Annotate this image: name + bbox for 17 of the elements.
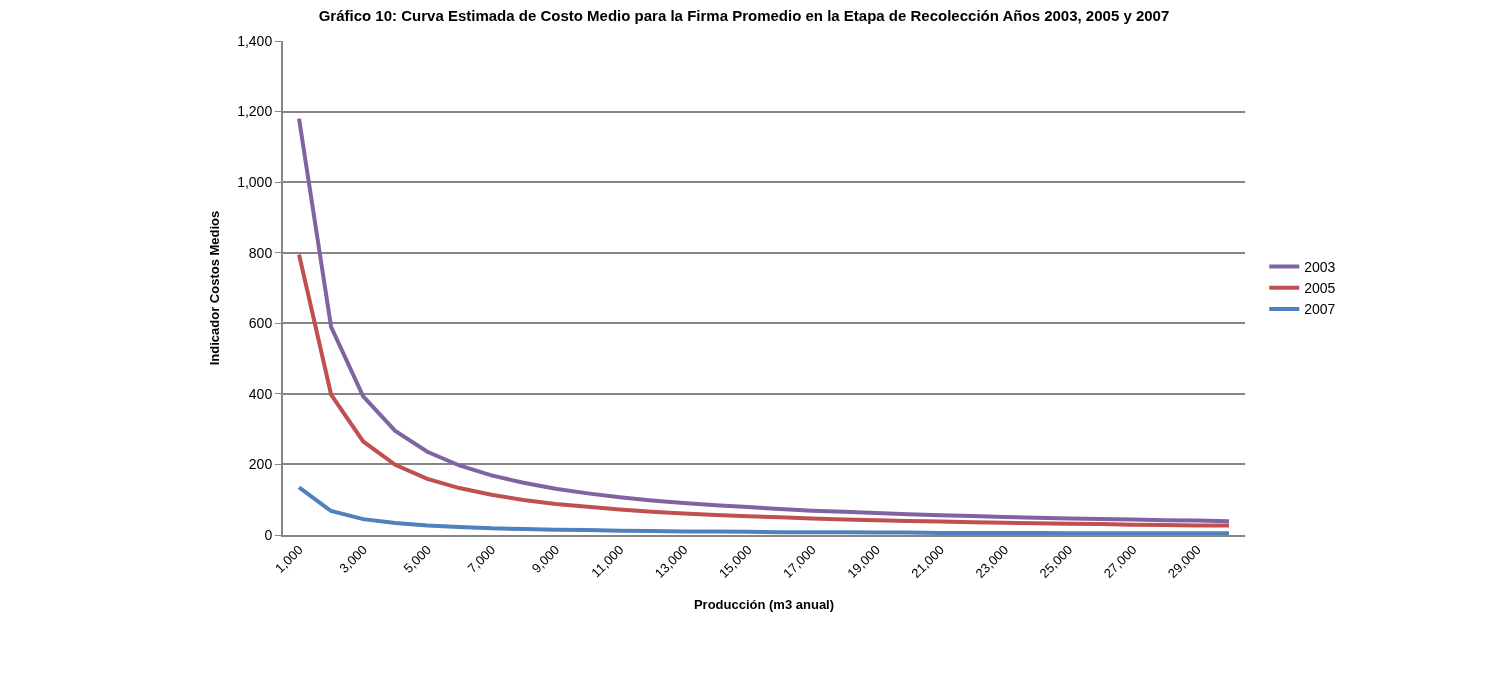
legend-label: 2007 <box>1304 301 1336 318</box>
y-tick-label: 1,200 <box>237 103 273 120</box>
y-tick-label: 1,000 <box>237 174 273 191</box>
legend-label: 2003 <box>1304 259 1336 276</box>
legend-label: 2005 <box>1304 280 1336 297</box>
y-tick-label: 600 <box>248 315 273 332</box>
y-tick-label: 800 <box>248 244 273 261</box>
y-tick-label: 400 <box>248 385 273 402</box>
y-tick-label: 200 <box>248 456 273 473</box>
y-tick-label: 0 <box>264 526 273 543</box>
line-series <box>297 252 1231 528</box>
line-series <box>297 485 1231 535</box>
y-tick-label: 1,400 <box>237 32 273 49</box>
y-axis-title: Indicador Costos Medios <box>206 210 222 366</box>
x-axis-title: Producción (m3 anual) <box>693 597 835 613</box>
line-series <box>297 116 1231 524</box>
chart-title: Gráfico 10: Curva Estimada de Costo Medio para la Firma Promedio en la Etapa de Recolección Años 2003, 2005 y 2007 <box>318 6 1170 24</box>
